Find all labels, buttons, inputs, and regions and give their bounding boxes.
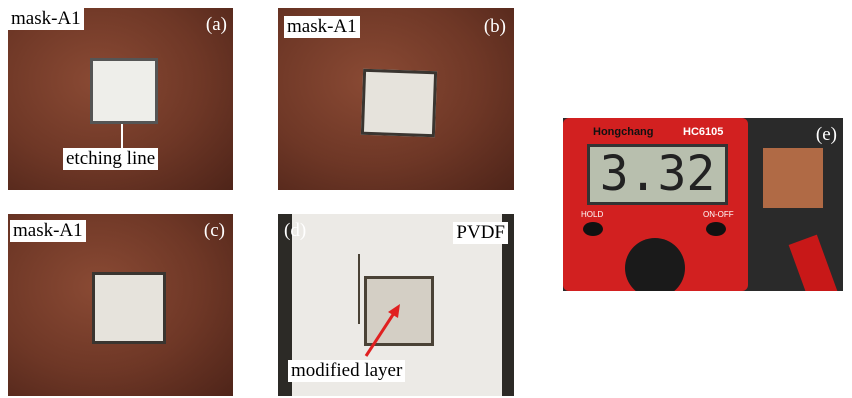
annotation: etching line xyxy=(63,148,158,170)
panel-label: (e) xyxy=(816,124,837,146)
mask-square xyxy=(90,58,158,124)
probe xyxy=(789,235,838,291)
display: 3.32 xyxy=(587,144,728,205)
photo-a: mask-A1 (a) etching line xyxy=(8,8,233,190)
page: mask-A1 (a) etching line mask-A1 (b) mas… xyxy=(0,0,852,398)
mask-tag: mask-A1 xyxy=(8,8,84,30)
photo-b: mask-A1 (b) xyxy=(278,8,514,190)
arrow xyxy=(121,124,123,150)
mask-tag: mask-A1 xyxy=(10,220,86,242)
photo-d: (d) PVDF modified layer xyxy=(278,214,514,396)
panel-label: (c) xyxy=(204,220,225,242)
photo-e: Hongchang HC6105 3.32 HOLD ON-OFF (e) xyxy=(563,118,843,291)
button xyxy=(706,222,726,236)
button-label: ON-OFF xyxy=(703,210,734,219)
sample xyxy=(763,148,823,208)
mask-tag: mask-A1 xyxy=(284,16,360,38)
photo-c: mask-A1 (c) xyxy=(8,214,233,396)
annotation: modified layer xyxy=(288,360,405,382)
button xyxy=(583,222,603,236)
model: HC6105 xyxy=(683,126,723,138)
multimeter: Hongchang HC6105 3.32 HOLD ON-OFF xyxy=(563,118,748,291)
brand: Hongchang xyxy=(593,126,654,138)
panel-label: (b) xyxy=(484,16,506,38)
button-label: HOLD xyxy=(581,210,603,219)
mask-square xyxy=(361,69,437,138)
panel-label: (a) xyxy=(206,14,227,36)
dial xyxy=(625,238,685,291)
mask-square xyxy=(92,272,166,344)
